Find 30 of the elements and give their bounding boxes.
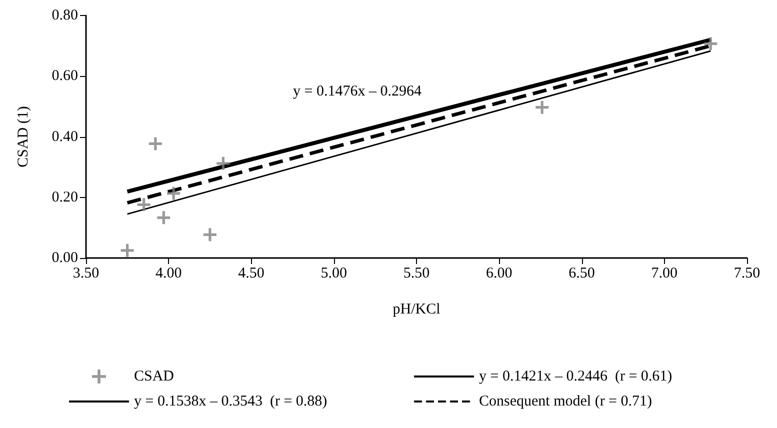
x-tick-label: 5.50 (403, 266, 430, 282)
point (120, 244, 134, 257)
y-tick-label: 0.60 (52, 68, 78, 84)
point (157, 211, 170, 224)
point (167, 186, 180, 200)
y-axis-title: CSAD (1) (16, 106, 32, 168)
y-tick-label: 0.20 (52, 189, 78, 206)
point (536, 100, 549, 114)
legend-label: y = 0.1421x – 0.2446 (r = 0.61) (479, 368, 672, 384)
x-tick-label: 5.00 (320, 266, 347, 282)
point (704, 37, 718, 50)
x-tick-label: 6.00 (486, 266, 512, 282)
x-tick-label: 4.50 (238, 266, 264, 282)
x-tick-label: 4.00 (156, 266, 182, 282)
point (137, 198, 150, 212)
x-tick-label: 7.00 (651, 266, 678, 282)
x-tick-label: 6.50 (568, 266, 595, 282)
legend-label: Consequent model (r = 0.71) (479, 394, 652, 410)
point (203, 228, 216, 242)
point (148, 137, 162, 150)
x-axis-title: pH/KCl (392, 302, 440, 318)
y-tick-label: 0.40 (52, 128, 78, 145)
x-tick-label: 7.50 (734, 266, 760, 282)
point (216, 156, 230, 170)
annotation: y = 0.1476x – 0.2964 (293, 84, 422, 100)
x-tick-label: 3.50 (72, 266, 100, 282)
y-tick-label: 0.80 (52, 8, 78, 24)
y-tick-label: 0.00 (52, 250, 78, 266)
legend-label: CSAD (134, 368, 174, 384)
legend-label: y = 0.1538x – 0.3543 (r = 0.88) (134, 394, 328, 410)
